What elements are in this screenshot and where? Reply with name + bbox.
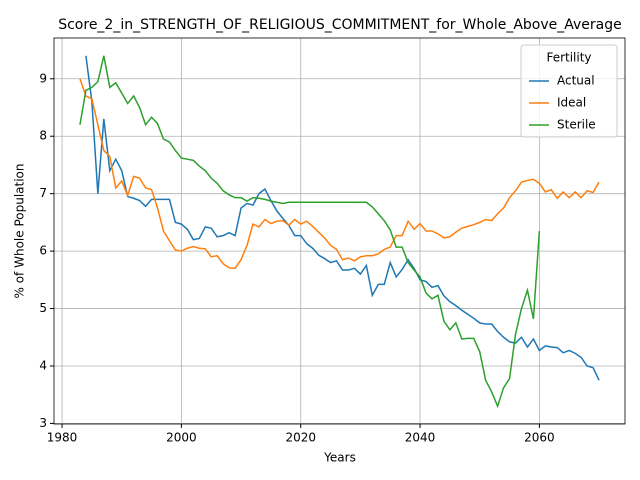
y-tick-label: 7 bbox=[39, 186, 47, 200]
legend-title: Fertility bbox=[546, 51, 591, 65]
line bbox=[79, 55, 541, 409]
x-tick-label: 2040 bbox=[405, 431, 436, 445]
line bbox=[85, 55, 600, 381]
axes-frame bbox=[53, 37, 626, 425]
y-tick-label: 8 bbox=[39, 129, 47, 143]
y-tick-label: 4 bbox=[39, 358, 47, 372]
x-tick-label: 1980 bbox=[47, 431, 78, 445]
chart-title: Score_2_in_STRENGTH_OF_RELIGIOUS_COMMITM… bbox=[58, 17, 622, 33]
y-tick-label: 9 bbox=[39, 71, 47, 85]
x-tick-label: 2020 bbox=[285, 431, 316, 445]
x-axis-label: Years bbox=[323, 451, 356, 465]
legend-label: Actual bbox=[557, 74, 595, 88]
y-axis-label: % of Whole Population bbox=[13, 164, 27, 299]
y-tick-label: 5 bbox=[39, 301, 47, 315]
y-tick-label: 6 bbox=[39, 244, 47, 258]
x-tick-label: 2060 bbox=[524, 431, 555, 445]
legend-box bbox=[520, 44, 618, 138]
line bbox=[79, 78, 600, 270]
y-tick-label: 3 bbox=[39, 416, 47, 430]
legend-label: Ideal bbox=[557, 96, 586, 110]
x-tick-label: 2000 bbox=[166, 431, 197, 445]
legend-label: Sterile bbox=[557, 118, 596, 132]
